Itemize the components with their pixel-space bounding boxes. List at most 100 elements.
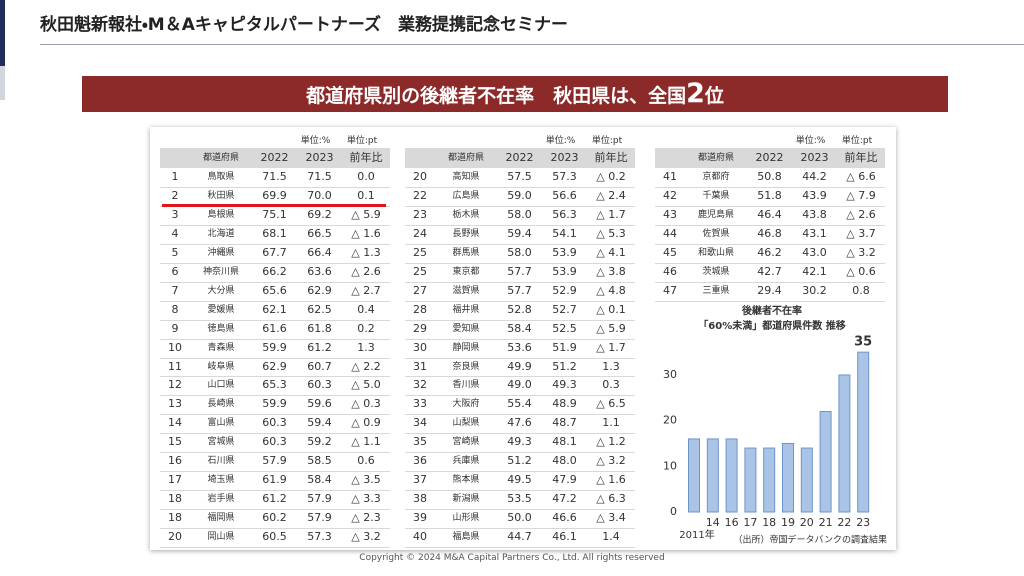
table-cell: 42.7 bbox=[757, 264, 782, 278]
table-cell: 61.2 bbox=[307, 340, 332, 354]
table-cell: 57.3 bbox=[307, 530, 332, 544]
highlight-underline bbox=[162, 203, 386, 207]
table-cell: 43.9 bbox=[802, 188, 827, 202]
x-tick-label: 18 bbox=[762, 516, 776, 529]
table-cell: △ 6.5 bbox=[596, 397, 626, 411]
row-rule bbox=[655, 205, 885, 207]
bar bbox=[725, 438, 738, 513]
row-rule bbox=[655, 243, 885, 245]
table-cell: △ 3.7 bbox=[846, 226, 876, 240]
row-rule bbox=[160, 414, 390, 416]
row-rule bbox=[655, 224, 885, 226]
row-rule bbox=[405, 452, 635, 454]
table-cell: △ 1.2 bbox=[596, 435, 626, 449]
table-cell: 60.2 bbox=[262, 511, 287, 525]
row-rule bbox=[655, 262, 885, 264]
row-rule bbox=[405, 338, 635, 340]
table-cell: 東京都 bbox=[452, 266, 480, 277]
table-cell: 48.0 bbox=[552, 454, 577, 468]
table-cell: 44.7 bbox=[507, 530, 532, 544]
unit-label: 単位:% bbox=[545, 136, 576, 146]
banner: 都道府県別の後継者不在率 秋田県は、全国2位 bbox=[82, 76, 948, 112]
table-cell: 栃木県 bbox=[452, 209, 480, 220]
chart-title: 後継者不在率 bbox=[741, 304, 802, 317]
unit-label: 単位:% bbox=[795, 136, 826, 146]
table-cell: △ 2.6 bbox=[351, 264, 381, 278]
table-cell: 0.2 bbox=[357, 321, 375, 335]
row-rule bbox=[160, 224, 390, 226]
data-label: 35 bbox=[854, 335, 872, 350]
row-rule bbox=[405, 490, 635, 492]
accent-bar bbox=[0, 66, 5, 100]
table-cell: △ 2.4 bbox=[596, 188, 626, 202]
table-cell: 徳島県 bbox=[207, 323, 235, 334]
table-cell: 52.8 bbox=[507, 302, 532, 316]
table-cell: 62.9 bbox=[307, 283, 332, 297]
table-cell: 42 bbox=[663, 188, 677, 202]
table-cell: 31 bbox=[413, 359, 427, 373]
table-cell: △ 3.2 bbox=[846, 245, 876, 259]
table-header: 都道府県 bbox=[697, 153, 734, 163]
row-rule bbox=[405, 205, 635, 207]
table-cell: △ 1.1 bbox=[351, 435, 381, 449]
table-header-bg bbox=[160, 148, 390, 168]
chart: 後継者不在率 「60%未満」都道府県件数 推移 （出所）帝国データバンクの調査結… bbox=[663, 304, 887, 546]
table-cell: 36 bbox=[413, 454, 427, 468]
table-cell: 60.3 bbox=[262, 416, 287, 430]
table-cell: 沖縄県 bbox=[207, 247, 235, 258]
table-cell: 51.9 bbox=[552, 340, 577, 354]
table-cell: 56.6 bbox=[552, 188, 577, 202]
table-cell: 20 bbox=[413, 170, 427, 183]
table-cell: 33 bbox=[413, 397, 427, 411]
table-cell: 18 bbox=[168, 511, 182, 525]
table-cell: 奈良県 bbox=[452, 361, 480, 372]
table-cell: 46.2 bbox=[757, 245, 782, 259]
bar bbox=[800, 447, 813, 513]
table-cell: 55.4 bbox=[507, 397, 532, 411]
table-cell: 58.0 bbox=[507, 207, 532, 221]
table-cell: △ 2.6 bbox=[846, 207, 876, 221]
table-cell: 29 bbox=[413, 321, 427, 335]
table-cell: 44 bbox=[663, 226, 677, 240]
table-cell: 福島県 bbox=[452, 532, 480, 543]
table-cell: 61.6 bbox=[262, 321, 287, 335]
table-cell: 8 bbox=[171, 302, 179, 316]
row-rule bbox=[160, 281, 390, 283]
row-rule bbox=[655, 186, 885, 188]
table-cell: 長野県 bbox=[452, 228, 480, 239]
table-cell: △ 4.1 bbox=[596, 245, 626, 259]
table-cell: 新潟県 bbox=[452, 494, 480, 505]
table-cell: 50.8 bbox=[757, 170, 782, 183]
table-cell: △ 3.8 bbox=[596, 264, 626, 278]
table-cell: 35 bbox=[413, 435, 427, 449]
table-cell: 山形県 bbox=[452, 513, 480, 524]
table-cell: 18 bbox=[168, 492, 182, 506]
row-rule bbox=[160, 547, 390, 548]
x-tick-label: 19 bbox=[781, 516, 795, 529]
table-cell: 23 bbox=[413, 207, 427, 221]
table-cell: 28 bbox=[413, 302, 427, 316]
table-cell: 61.2 bbox=[262, 492, 287, 506]
table-cell: △ 0.2 bbox=[596, 170, 626, 183]
table-cell: 25 bbox=[413, 264, 427, 278]
table-cell: △ 1.7 bbox=[596, 207, 626, 221]
table-header: 前年比 bbox=[349, 151, 383, 164]
table-cell: 7 bbox=[171, 283, 179, 297]
table-cell: 70.0 bbox=[307, 188, 332, 202]
table-cell: 57.9 bbox=[307, 511, 332, 525]
table-cell: 62.9 bbox=[262, 359, 287, 373]
table-cell: 44.2 bbox=[802, 170, 827, 183]
x-tick-label: 17 bbox=[743, 516, 757, 529]
table-cell: 37 bbox=[413, 473, 427, 487]
table-cell: 49.3 bbox=[552, 378, 577, 392]
row-rule bbox=[160, 528, 390, 530]
table-cell: 47.9 bbox=[552, 473, 577, 487]
table-cell: △ 0.6 bbox=[846, 264, 876, 278]
table-cell: △ 3.2 bbox=[351, 530, 381, 544]
table-cell: △ 0.1 bbox=[596, 302, 626, 316]
row-rule bbox=[160, 509, 390, 511]
table-cell: 45 bbox=[663, 245, 677, 259]
table-cell: 0.0 bbox=[357, 170, 375, 183]
table-cell: 48.7 bbox=[552, 416, 577, 430]
table-cell: 愛媛県 bbox=[207, 304, 235, 315]
